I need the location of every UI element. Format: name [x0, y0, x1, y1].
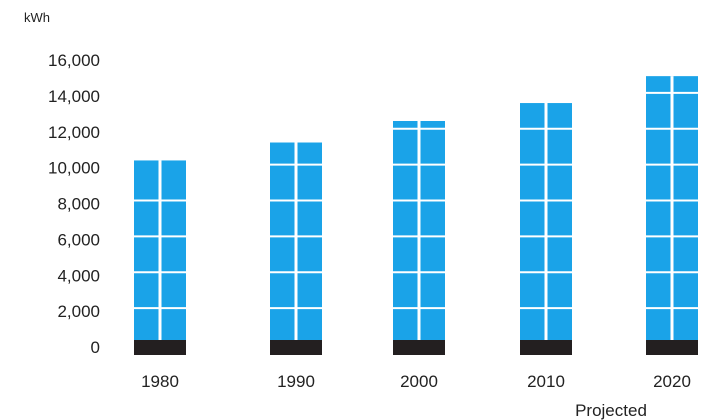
- bar-base: [393, 340, 445, 355]
- bar-base: [134, 340, 186, 355]
- y-tick-label: 0: [91, 338, 100, 357]
- bar-2010: [520, 103, 572, 355]
- x-tick-label: 2000: [400, 372, 438, 391]
- x-tick-label: 1980: [141, 372, 179, 391]
- bars-group: [134, 76, 698, 355]
- y-tick-label: 4,000: [57, 266, 100, 285]
- bar-2000: [393, 120, 445, 355]
- y-tick-label: 14,000: [48, 87, 100, 106]
- y-tick-label: 10,000: [48, 159, 100, 178]
- y-axis-unit-label: kWh: [24, 10, 50, 25]
- bar-1990: [270, 142, 322, 355]
- x-axis-ticks: 1980 1990 2000 2010 2020: [141, 372, 691, 391]
- y-tick-label: 8,000: [57, 195, 100, 214]
- bar-base: [520, 340, 572, 355]
- bar-1980: [134, 160, 186, 355]
- bar-base: [646, 340, 698, 355]
- y-tick-label: 6,000: [57, 230, 100, 249]
- bar-2020: [646, 76, 698, 355]
- projected-annotation: Projected: [575, 401, 647, 420]
- y-tick-label: 16,000: [48, 51, 100, 70]
- y-tick-label: 12,000: [48, 123, 100, 142]
- bar-base: [270, 340, 322, 355]
- y-tick-label: 2,000: [57, 302, 100, 321]
- x-tick-label: 2010: [527, 372, 565, 391]
- x-tick-label: 2020: [653, 372, 691, 391]
- y-axis-ticks: 0 2,000 4,000 6,000 8,000 10,000 12,000 14,000 1…: [48, 51, 100, 357]
- x-tick-label: 1990: [277, 372, 315, 391]
